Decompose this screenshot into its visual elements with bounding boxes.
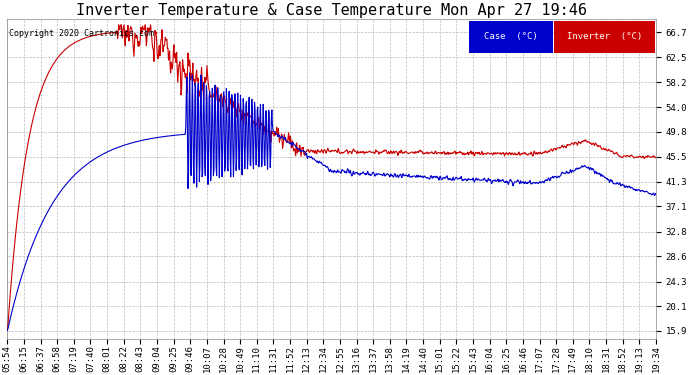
Text: Inverter  (°C): Inverter (°C) xyxy=(566,32,642,41)
Text: Copyright 2020 Cartronics.com: Copyright 2020 Cartronics.com xyxy=(8,28,154,38)
Text: Case  (°C): Case (°C) xyxy=(484,32,538,41)
Title: Inverter Temperature & Case Temperature Mon Apr 27 19:46: Inverter Temperature & Case Temperature … xyxy=(76,3,587,18)
FancyBboxPatch shape xyxy=(554,21,655,53)
FancyBboxPatch shape xyxy=(469,21,553,53)
